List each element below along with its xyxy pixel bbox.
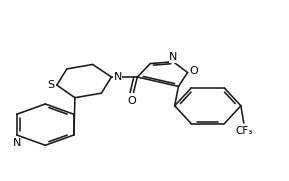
- Text: O: O: [190, 66, 198, 76]
- Text: CF₃: CF₃: [235, 126, 252, 136]
- Text: N: N: [12, 138, 21, 148]
- Text: S: S: [47, 80, 55, 90]
- Text: N: N: [114, 72, 122, 82]
- Text: O: O: [128, 96, 136, 106]
- Text: N: N: [169, 52, 177, 62]
